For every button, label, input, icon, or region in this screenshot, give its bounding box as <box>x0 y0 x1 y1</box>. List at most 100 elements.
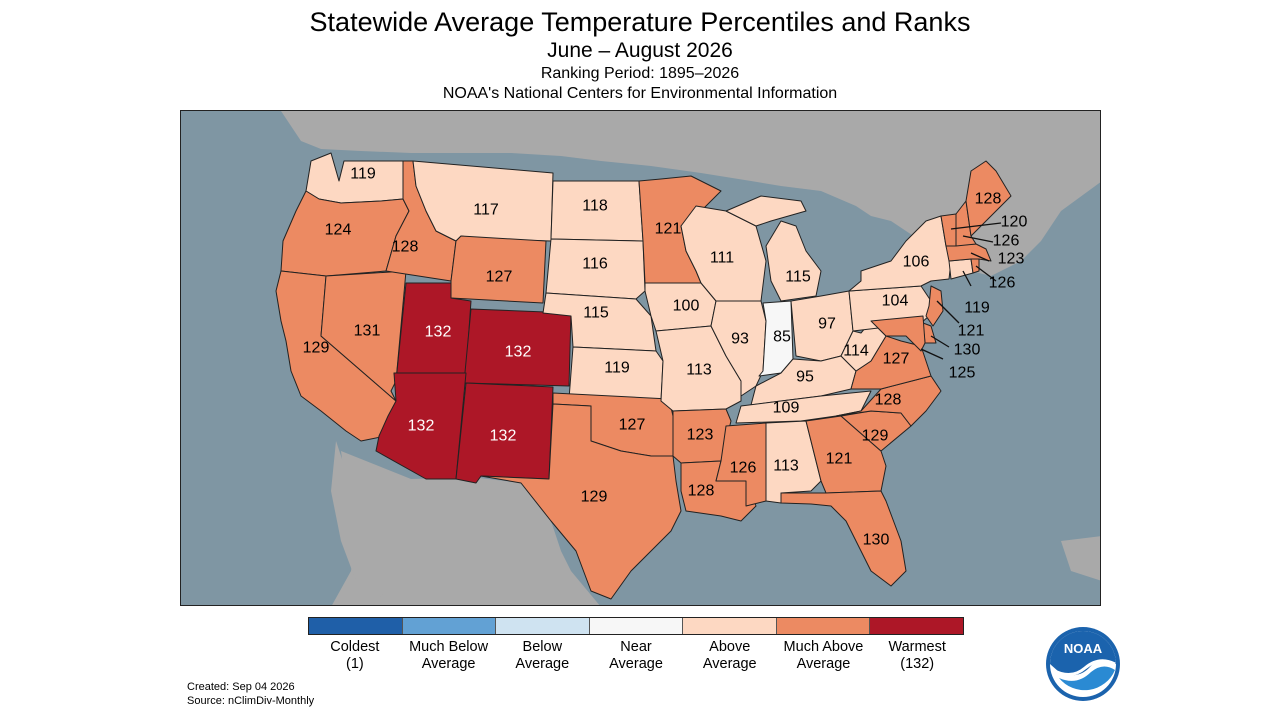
label-va: 127 <box>883 351 910 368</box>
legend-label-much-below: Much Below Average <box>409 639 489 672</box>
ranking-period: Ranking Period: 1895–2026 <box>540 65 740 82</box>
label-mt: 117 <box>473 202 499 219</box>
legend-label-much-above: Much Above Average <box>783 639 864 672</box>
state-nc <box>835 375 942 427</box>
bahamas-land <box>1061 536 1100 581</box>
state-mi-up <box>725 195 807 227</box>
state-sd <box>545 238 646 300</box>
label-fl: 130 <box>863 532 890 549</box>
label-al: 113 <box>773 458 799 475</box>
map-title: Statewide Average Temperature Percentile… <box>309 7 971 37</box>
source-org: NOAA's National Centers for Environmenta… <box>442 85 838 102</box>
map-canvas: 119 124 129 128 131 117 127 132 132 132 … <box>181 111 1100 605</box>
label-ma: 123 <box>998 251 1025 268</box>
label-ms: 126 <box>730 460 757 477</box>
state-az <box>375 372 467 480</box>
leader-ma <box>970 252 990 262</box>
data-source: Source: nClimDiv-Monthly <box>187 694 315 707</box>
footer-notes: Created: Sep 04 2026 Source: nClimDiv-Mo… <box>187 681 314 708</box>
us-state-map: 119 124 129 128 131 117 127 132 132 132 … <box>180 110 1101 606</box>
label-or: 124 <box>325 222 352 239</box>
label-co: 132 <box>505 344 532 361</box>
noaa-logo-icon: NOAA <box>1046 627 1120 701</box>
mexico-land <box>332 451 600 605</box>
legend-swatch-much-above <box>776 618 871 634</box>
label-oh: 97 <box>818 316 836 333</box>
leader-nj <box>936 300 960 324</box>
label-ny: 106 <box>903 254 930 271</box>
label-ri: 126 <box>989 275 1016 292</box>
label-mn: 121 <box>655 221 682 238</box>
legend-color-bar <box>308 617 964 635</box>
label-vt: 120 <box>1001 214 1028 231</box>
label-ky: 95 <box>796 369 814 386</box>
label-tx: 129 <box>581 489 608 506</box>
label-wy: 127 <box>486 269 513 286</box>
label-nc: 128 <box>875 392 902 409</box>
label-in: 85 <box>773 329 791 346</box>
legend-swatch-coldest <box>309 618 403 634</box>
label-md: 125 <box>949 365 976 382</box>
label-wv: 114 <box>843 343 869 360</box>
title-block: Statewide Average Temperature Percentile… <box>0 6 1280 104</box>
state-labels: 119 124 129 128 131 117 127 132 132 132 … <box>303 166 1028 549</box>
legend-swatch-near <box>589 618 684 634</box>
baja-land <box>331 441 386 605</box>
state-fl <box>780 490 907 587</box>
label-me: 128 <box>975 191 1002 208</box>
legend-swatch-below <box>496 618 590 634</box>
map-subtitle: June – August 2026 <box>547 39 733 62</box>
label-nm: 132 <box>490 428 517 445</box>
label-tn: 109 <box>773 400 800 417</box>
label-nv: 131 <box>354 323 381 340</box>
label-ct: 119 <box>964 300 990 317</box>
created-date: Created: Sep 04 2026 <box>187 681 295 693</box>
leader-md <box>920 348 944 360</box>
label-ks: 119 <box>604 360 630 377</box>
legend-label-warmest: Warmest (132) <box>888 639 946 672</box>
label-ut: 132 <box>425 324 452 341</box>
label-mi: 115 <box>785 269 811 286</box>
label-sc: 129 <box>862 428 889 445</box>
state-me <box>965 160 1012 237</box>
label-sd: 116 <box>582 256 608 273</box>
label-nh: 126 <box>993 233 1020 250</box>
legend-label-below: Below Average <box>515 639 570 672</box>
legend-swatch-warmest <box>870 618 964 634</box>
state-nj <box>925 285 944 327</box>
state-ri <box>970 258 980 274</box>
label-ar: 123 <box>687 427 714 444</box>
canada-land <box>281 111 1100 276</box>
label-az: 132 <box>408 418 435 435</box>
legend-labels: Coldest (1) Much Below Average Below Averag… <box>308 639 964 673</box>
label-la: 128 <box>688 483 715 500</box>
label-wi: 111 <box>710 250 734 267</box>
label-mo: 113 <box>686 362 712 379</box>
leader-ri <box>975 265 997 282</box>
label-il: 93 <box>731 331 749 348</box>
label-pa: 104 <box>882 293 909 310</box>
state-mi <box>765 220 822 302</box>
legend-label-near: Near Average <box>609 639 663 672</box>
label-ne: 115 <box>583 305 609 322</box>
state-md <box>870 315 926 352</box>
state-tx <box>480 403 682 600</box>
state-nh <box>955 200 977 247</box>
svg-text:NOAA: NOAA <box>1064 641 1103 656</box>
state-in <box>758 300 794 377</box>
label-wa: 119 <box>350 166 376 183</box>
legend-swatch-much-below <box>402 618 497 634</box>
leader-nh <box>962 235 994 243</box>
legend-swatch-above <box>683 618 777 634</box>
label-ca: 129 <box>303 340 330 357</box>
leader-de <box>930 335 950 348</box>
label-nj: 121 <box>958 323 985 340</box>
label-ok: 127 <box>619 417 646 434</box>
leader-vt <box>950 222 1002 230</box>
legend-label-coldest: Coldest (1) <box>330 639 380 672</box>
state-il <box>710 300 767 397</box>
legend-label-above: Above Average <box>702 639 757 672</box>
state-co <box>463 308 572 387</box>
label-ia: 100 <box>673 298 700 315</box>
label-id: 128 <box>392 239 419 256</box>
